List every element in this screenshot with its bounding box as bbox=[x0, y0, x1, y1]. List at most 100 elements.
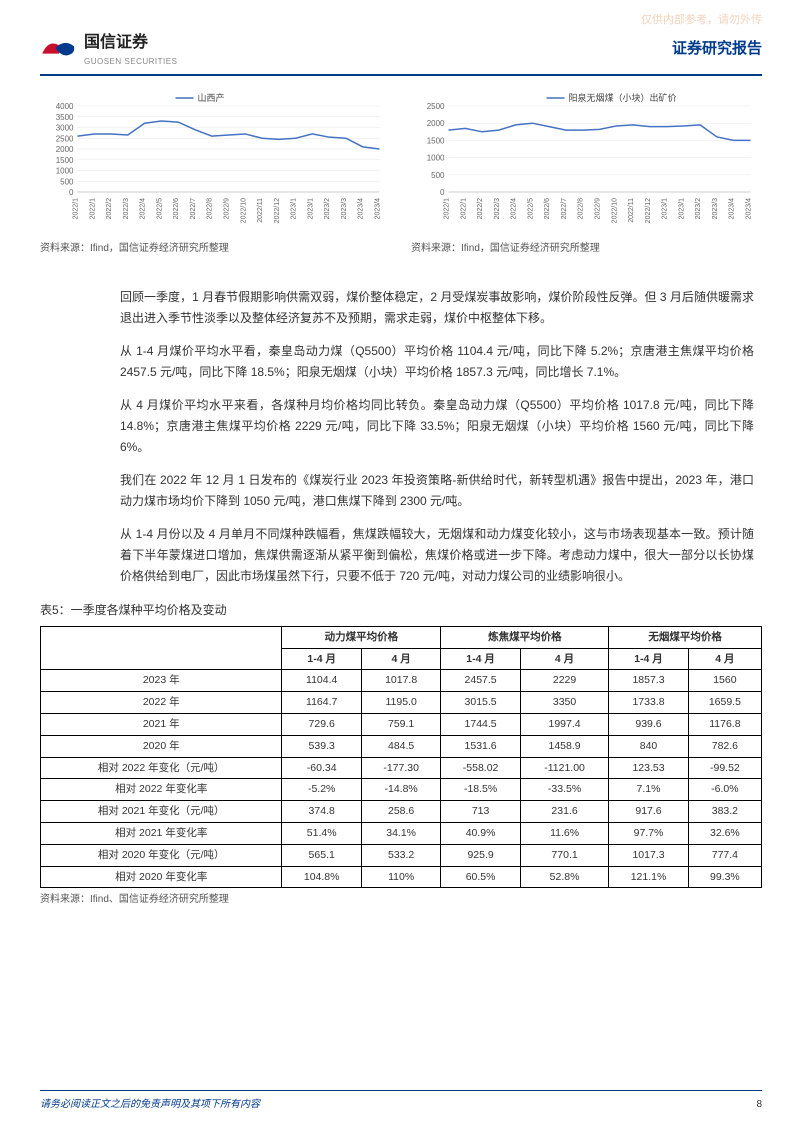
svg-text:2023/1: 2023/1 bbox=[678, 198, 685, 220]
table-cell: -60.34 bbox=[282, 757, 361, 779]
page-header: 国信证券 GUOSEN SECURITIES 证券研究报告 bbox=[40, 30, 762, 76]
table-row: 相对 2022 年变化（元/吨）-60.34-177.30-558.02-112… bbox=[41, 757, 762, 779]
table-cell: 3015.5 bbox=[441, 692, 520, 714]
svg-text:2022/3: 2022/3 bbox=[494, 198, 501, 220]
table-row-header: 相对 2020 年变化（元/吨） bbox=[41, 844, 282, 866]
svg-text:500: 500 bbox=[60, 178, 74, 187]
table-cell: 1531.6 bbox=[441, 735, 520, 757]
table-cell: 104.8% bbox=[282, 866, 361, 888]
table-row-header: 2021 年 bbox=[41, 713, 282, 735]
table-cell: -14.8% bbox=[361, 779, 440, 801]
svg-text:2022/1: 2022/1 bbox=[444, 198, 451, 220]
svg-text:1500: 1500 bbox=[427, 137, 445, 146]
svg-text:0: 0 bbox=[69, 188, 74, 197]
table-cell: 1997.4 bbox=[520, 713, 608, 735]
table-cell: 258.6 bbox=[361, 801, 440, 823]
chart-left-svg: 山西产050010001500200025003000350040002022/… bbox=[40, 90, 391, 230]
table-cell: 1733.8 bbox=[609, 692, 688, 714]
table-row: 相对 2021 年变化（元/吨）374.8258.6713231.6917.63… bbox=[41, 801, 762, 823]
table-row: 相对 2022 年变化率-5.2%-14.8%-18.5%-33.5%7.1%-… bbox=[41, 779, 762, 801]
table-cell: 7.1% bbox=[609, 779, 688, 801]
svg-text:1500: 1500 bbox=[56, 156, 74, 165]
table-cell: 777.4 bbox=[688, 844, 761, 866]
table-cell: -33.5% bbox=[520, 779, 608, 801]
table-row-header: 相对 2021 年变化率 bbox=[41, 822, 282, 844]
table-cell: 1659.5 bbox=[688, 692, 761, 714]
table-cell: 939.6 bbox=[609, 713, 688, 735]
svg-text:2023/1: 2023/1 bbox=[291, 198, 298, 220]
body-text: 回顾一季度，1 月春节假期影响供需双弱，煤价整体稳定，2 月受煤炭事故影响，煤价… bbox=[40, 287, 762, 587]
price-table: 动力煤平均价格 炼焦煤平均价格 无烟煤平均价格 1-4 月 4 月 1-4 月 … bbox=[40, 626, 762, 889]
table-corner bbox=[41, 626, 282, 670]
table-cell: 1017.8 bbox=[361, 670, 440, 692]
svg-text:2000: 2000 bbox=[56, 145, 74, 154]
svg-text:2022/11: 2022/11 bbox=[257, 198, 264, 223]
svg-text:2023/3: 2023/3 bbox=[341, 198, 348, 220]
table-row-header: 2022 年 bbox=[41, 692, 282, 714]
table-row: 2023 年1104.41017.82457.522291857.31560 bbox=[41, 670, 762, 692]
table-cell: 917.6 bbox=[609, 801, 688, 823]
table-row: 2020 年539.3484.51531.61458.9840782.6 bbox=[41, 735, 762, 757]
svg-text:2022/5: 2022/5 bbox=[527, 198, 534, 220]
table-cell: 231.6 bbox=[520, 801, 608, 823]
paragraph: 从 4 月煤价平均水平来看，各煤种月均价格均同比转负。秦皇岛动力煤（Q5500）… bbox=[120, 395, 754, 458]
table-cell: -177.30 bbox=[361, 757, 440, 779]
table-cell: 539.3 bbox=[282, 735, 361, 757]
svg-text:2023/1: 2023/1 bbox=[662, 198, 669, 220]
table-cell: 770.1 bbox=[520, 844, 608, 866]
table-cell: 925.9 bbox=[441, 844, 520, 866]
table-group-header: 无烟煤平均价格 bbox=[609, 626, 762, 648]
table-cell: 1560 bbox=[688, 670, 761, 692]
table-cell: 1458.9 bbox=[520, 735, 608, 757]
table-cell: 32.6% bbox=[688, 822, 761, 844]
table-cell: 759.1 bbox=[361, 713, 440, 735]
table-cell: 484.5 bbox=[361, 735, 440, 757]
chart-right-svg: 阳泉无烟煤（小块）出矿价050010001500200025002022/120… bbox=[411, 90, 762, 230]
table-cell: -1121.00 bbox=[520, 757, 608, 779]
svg-text:2022/7: 2022/7 bbox=[561, 198, 568, 220]
table-row-header: 相对 2022 年变化率 bbox=[41, 779, 282, 801]
charts-row: 山西产050010001500200025003000350040002022/… bbox=[40, 90, 762, 256]
table-cell: 3350 bbox=[520, 692, 608, 714]
table-cell: 123.53 bbox=[609, 757, 688, 779]
svg-text:2023/1: 2023/1 bbox=[307, 198, 314, 220]
svg-text:2022/9: 2022/9 bbox=[224, 198, 231, 220]
table-cell: 40.9% bbox=[441, 822, 520, 844]
svg-text:2022/6: 2022/6 bbox=[173, 198, 180, 220]
table-group-header-row: 动力煤平均价格 炼焦煤平均价格 无烟煤平均价格 bbox=[41, 626, 762, 648]
svg-text:2023/2: 2023/2 bbox=[324, 198, 331, 220]
svg-text:2022/8: 2022/8 bbox=[207, 198, 214, 220]
guosen-logo-icon bbox=[40, 35, 78, 63]
svg-text:2023/4: 2023/4 bbox=[375, 198, 382, 220]
table-cell: 713 bbox=[441, 801, 520, 823]
table-cell: 2457.5 bbox=[441, 670, 520, 692]
svg-text:3500: 3500 bbox=[56, 113, 74, 122]
table-cell: 840 bbox=[609, 735, 688, 757]
table-row-header: 相对 2022 年变化（元/吨） bbox=[41, 757, 282, 779]
svg-text:2022/12: 2022/12 bbox=[645, 198, 652, 223]
svg-text:500: 500 bbox=[431, 171, 445, 180]
chart-right: 阳泉无烟煤（小块）出矿价050010001500200025002022/120… bbox=[411, 90, 762, 256]
table-row-header: 2020 年 bbox=[41, 735, 282, 757]
svg-text:2022/9: 2022/9 bbox=[595, 198, 602, 220]
table-row-header: 相对 2021 年变化（元/吨） bbox=[41, 801, 282, 823]
table-cell: 121.1% bbox=[609, 866, 688, 888]
svg-text:2023/4: 2023/4 bbox=[746, 198, 753, 220]
table-source: 资料来源：Ifind、国信证券经济研究所整理 bbox=[40, 892, 762, 908]
svg-text:0: 0 bbox=[440, 188, 445, 197]
table-group-header: 炼焦煤平均价格 bbox=[441, 626, 609, 648]
table-title: 表5：一季度各煤种平均价格及变动 bbox=[40, 601, 762, 620]
table-cell: 60.5% bbox=[441, 866, 520, 888]
table-sub-header: 1-4 月 bbox=[282, 648, 361, 670]
svg-text:山西产: 山西产 bbox=[198, 92, 225, 103]
table-group-header: 动力煤平均价格 bbox=[282, 626, 441, 648]
chart-right-source: 资料来源：Ifind，国信证券经济研究所整理 bbox=[411, 241, 762, 257]
logo-text-en: GUOSEN SECURITIES bbox=[84, 56, 177, 69]
table-cell: 1176.8 bbox=[688, 713, 761, 735]
table-cell: 11.6% bbox=[520, 822, 608, 844]
report-title: 证券研究报告 bbox=[672, 37, 762, 61]
paragraph: 从 1-4 月份以及 4 月单月不同煤种跌幅看，焦煤跌幅较大，无烟煤和动力煤变化… bbox=[120, 524, 754, 587]
svg-text:2022/12: 2022/12 bbox=[274, 198, 281, 223]
table-cell: 51.4% bbox=[282, 822, 361, 844]
table-cell: 1104.4 bbox=[282, 670, 361, 692]
